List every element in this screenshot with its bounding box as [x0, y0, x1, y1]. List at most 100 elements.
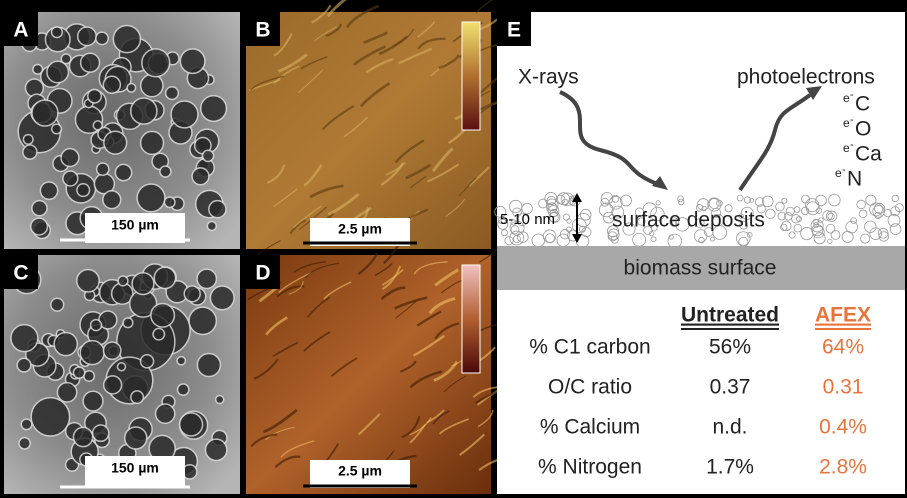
cell [160, 166, 171, 177]
row-label: % C1 carbon [529, 336, 650, 359]
color-bar [462, 22, 480, 130]
cell [141, 74, 163, 96]
table-cell: 56% [709, 336, 751, 359]
thickness-label: 5-10 nm [500, 211, 555, 228]
element-label: O [855, 118, 871, 141]
scale-label: 150 µm [111, 460, 159, 476]
cell [140, 355, 153, 368]
table-cell: 0.4% [819, 416, 867, 439]
cell [197, 353, 220, 376]
row-label: O/C ratio [548, 376, 632, 399]
cell [117, 363, 125, 371]
cell [216, 395, 224, 403]
cell [141, 131, 164, 154]
deposits-label: surface deposits [612, 209, 765, 232]
cell [33, 64, 43, 74]
photoelectron-label: photoelectrons [737, 66, 875, 89]
cell [31, 218, 48, 235]
table-cell: 2.8% [819, 456, 867, 479]
cell [131, 391, 144, 404]
cell [83, 391, 103, 411]
table-cell: 0.31 [823, 376, 864, 399]
cell [153, 328, 165, 340]
cell [19, 438, 30, 449]
cell [97, 163, 109, 175]
cell [103, 342, 120, 359]
electron-charge: - [842, 164, 846, 176]
cell [142, 49, 170, 77]
cell [184, 286, 200, 302]
table-cell: 1.7% [706, 456, 754, 479]
cell [31, 398, 69, 436]
cell [21, 419, 32, 430]
cell [180, 49, 205, 74]
cell [177, 357, 185, 365]
electron-symbol: e [835, 166, 842, 180]
cell [103, 191, 121, 209]
cell [32, 100, 58, 126]
cell [23, 145, 37, 159]
panel-label: A [13, 19, 28, 42]
cell [77, 270, 99, 292]
cell [137, 184, 165, 212]
cell [118, 276, 128, 286]
element-label: N [847, 168, 862, 191]
cell [93, 425, 109, 441]
cell [180, 413, 203, 436]
cell [73, 367, 84, 378]
scale-label: 150 µm [111, 217, 159, 233]
cell [81, 53, 100, 72]
cell [154, 267, 175, 288]
cell [104, 131, 127, 154]
cell [189, 307, 216, 334]
cell [164, 197, 175, 208]
element-label: C [855, 93, 870, 116]
panel-label: E [507, 19, 521, 42]
table-cell: 64% [822, 336, 864, 359]
cell [61, 149, 79, 167]
cell [115, 164, 131, 180]
cell [51, 298, 64, 311]
figure: A B C D 150 µm 2.5 µm 150 µm 2.5 µm E X-… [0, 0, 907, 498]
scale-label: 2.5 µm [338, 463, 382, 479]
cell [11, 325, 38, 352]
element-label: Ca [855, 143, 882, 166]
cell [52, 124, 62, 134]
cell [156, 404, 175, 423]
surface-label: biomass surface [624, 257, 777, 280]
electron-symbol: e [843, 116, 850, 130]
cell [192, 168, 209, 185]
cell [32, 201, 47, 216]
electron-charge: - [850, 89, 854, 101]
cell [201, 96, 227, 122]
scale-label: 2.5 µm [338, 221, 382, 237]
panel-label: D [255, 262, 270, 285]
cell [197, 269, 216, 288]
cell [209, 201, 226, 218]
cell [23, 135, 33, 145]
cell [88, 89, 102, 103]
cell [47, 61, 69, 83]
cell [63, 171, 78, 186]
cell [40, 182, 57, 199]
cell [166, 87, 179, 100]
cell [73, 427, 92, 446]
panel-label: C [13, 262, 28, 285]
cell [104, 376, 122, 394]
cell [123, 318, 133, 328]
cell [96, 32, 108, 44]
cell [131, 98, 157, 124]
cell [132, 273, 154, 295]
cell [103, 76, 120, 93]
electron-charge: - [850, 139, 854, 151]
cell [54, 332, 77, 355]
cell [210, 286, 234, 310]
cell [17, 358, 31, 372]
panel-label: B [255, 19, 270, 42]
cell [61, 54, 71, 64]
cell [171, 101, 198, 128]
column-header: Untreated [681, 304, 779, 327]
table-cell: 0.37 [710, 376, 751, 399]
cell [78, 27, 97, 46]
cell [151, 303, 175, 327]
